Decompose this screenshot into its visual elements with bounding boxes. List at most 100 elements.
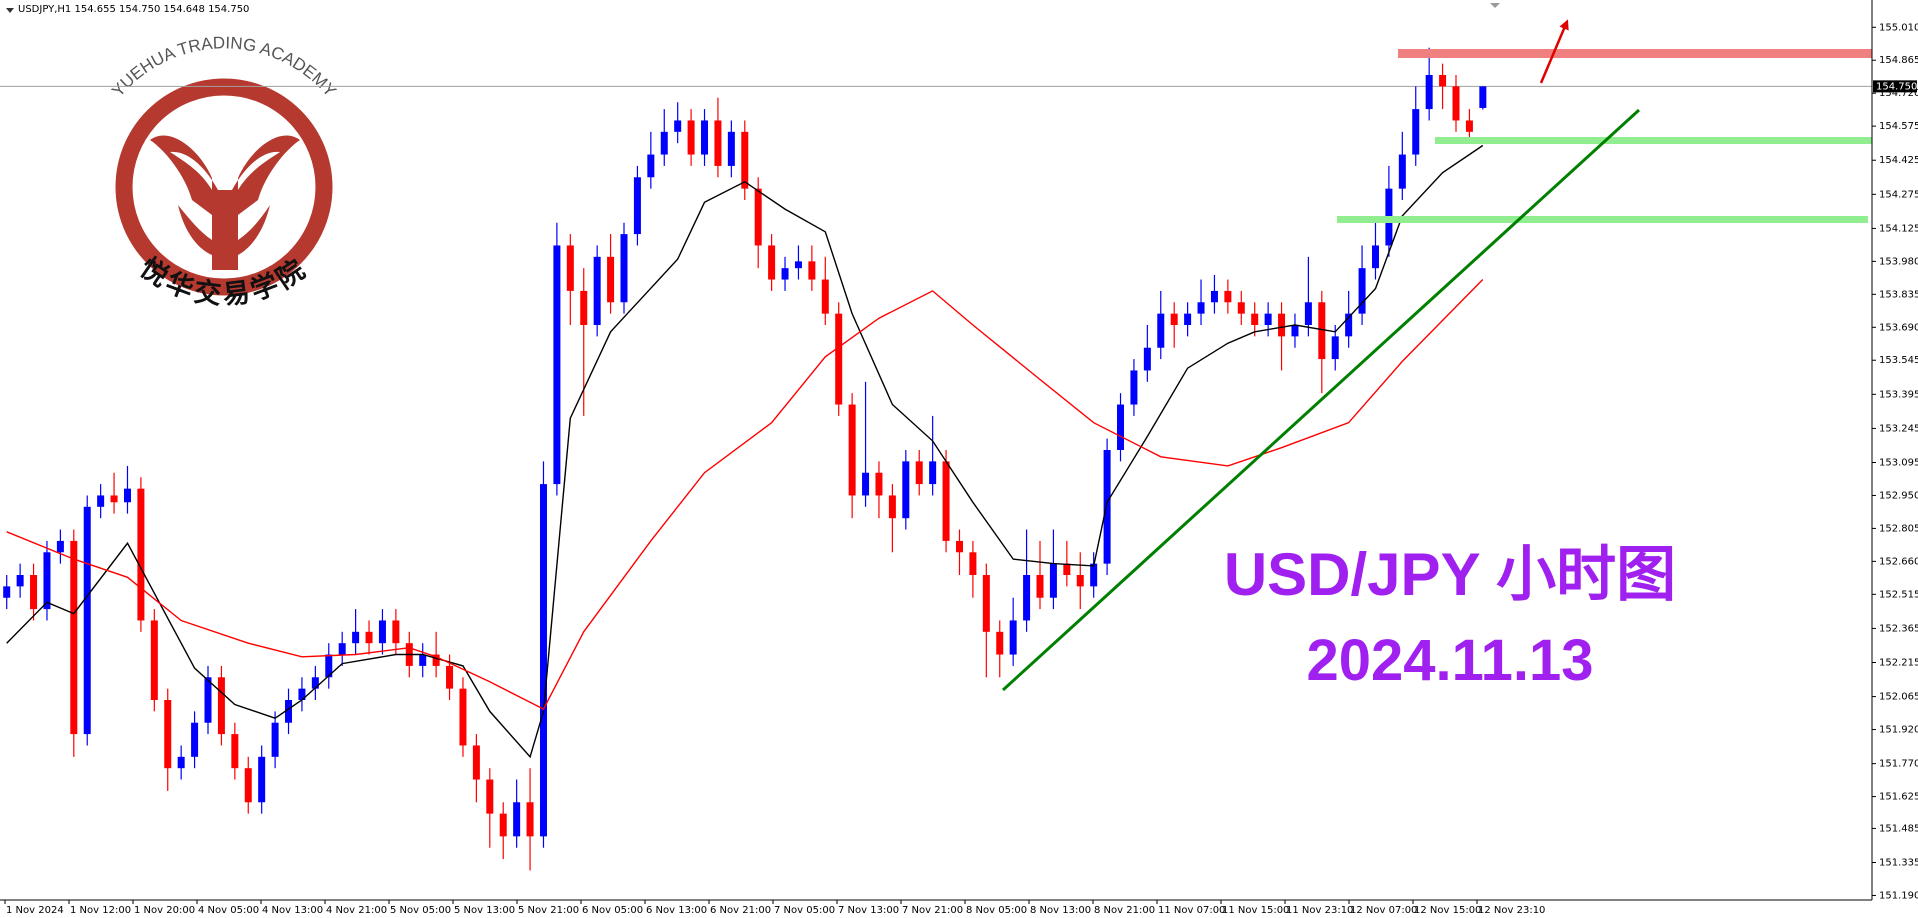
y-tick-label: 154.865 <box>1879 55 1918 66</box>
candle-body <box>768 245 776 280</box>
candle-body <box>929 461 937 485</box>
candle-body <box>701 120 709 155</box>
x-tick-label: 11 Nov 23:10 <box>1286 905 1353 916</box>
moving-average <box>6 279 1484 711</box>
x-tick-label: 11 Nov 07:00 <box>1158 905 1225 916</box>
candle-body <box>83 506 91 735</box>
candle-body <box>3 586 11 598</box>
candle-body <box>217 677 225 735</box>
x-tick-label: 6 Nov 05:00 <box>582 905 643 916</box>
candle-body <box>150 620 158 700</box>
candle-body <box>1465 120 1473 132</box>
candle-body <box>553 245 561 485</box>
candle-body <box>1439 75 1447 87</box>
y-tick-label: 152.950 <box>1879 490 1918 501</box>
candle-body <box>244 768 252 803</box>
candle-body <box>352 631 360 644</box>
y-tick-label: 154.720 <box>1879 88 1918 99</box>
candle-body <box>1063 563 1071 575</box>
candle-body <box>821 279 829 314</box>
candle-body <box>942 461 950 541</box>
y-tick-label: 154.275 <box>1879 189 1918 200</box>
candle-body <box>1291 325 1299 337</box>
y-tick-label: 151.920 <box>1879 725 1918 736</box>
candle-body <box>1264 313 1272 325</box>
candle-body <box>258 756 266 803</box>
candle-body <box>325 654 333 678</box>
trend-line <box>1001 108 1641 692</box>
candle-body <box>392 620 400 644</box>
candle-body <box>633 177 641 235</box>
y-tick-label: 151.335 <box>1879 858 1918 869</box>
candle-body <box>875 472 883 496</box>
candle-body <box>607 256 615 303</box>
last-price-box <box>1873 80 1917 93</box>
plot <box>0 47 1872 871</box>
candle-body <box>1304 302 1312 325</box>
candle-body <box>204 677 212 723</box>
candle-body <box>982 575 990 632</box>
candle-body <box>1036 575 1044 598</box>
candle-body <box>338 643 346 655</box>
last-price-label: 154.750 <box>1876 81 1917 92</box>
candle-body <box>526 802 534 837</box>
header: USDJPY,H1 154.655 154.750 154.648 154.75… <box>18 4 249 15</box>
x-tick-label: 1 Nov 20:00 <box>134 905 195 916</box>
candle-body <box>754 188 762 246</box>
x-tick-label: 6 Nov 21:00 <box>710 905 771 916</box>
candle-body <box>727 131 735 166</box>
candle-body <box>1318 302 1326 360</box>
x-tick-label: 12 Nov 23:10 <box>1478 905 1545 916</box>
candle-body <box>835 313 843 405</box>
x-tick-label: 8 Nov 21:00 <box>1094 905 1155 916</box>
y-tick-label: 151.190 <box>1879 890 1918 901</box>
candle-body <box>620 234 628 303</box>
candle-body <box>513 802 521 837</box>
x-tick-label: 4 Nov 21:00 <box>326 905 387 916</box>
candle-body <box>1130 370 1138 405</box>
candle-body <box>848 404 856 496</box>
candle-body <box>1224 290 1232 303</box>
candle-body <box>888 495 896 519</box>
x-tick-label: 5 Nov 21:00 <box>518 905 579 916</box>
y-tick-label: 153.245 <box>1879 423 1918 434</box>
y-tick-label: 154.425 <box>1879 155 1918 166</box>
candle-body <box>1049 563 1057 598</box>
candle-body <box>486 779 494 814</box>
candle-body <box>566 245 574 291</box>
annotation-title: USD/JPY 小时图 <box>1224 541 1676 608</box>
logo-ring <box>115 78 333 296</box>
candle-body <box>432 654 440 666</box>
y-tick-label: 153.980 <box>1879 256 1918 267</box>
candle-body <box>1371 245 1379 269</box>
candle-body <box>123 488 131 503</box>
candle-body <box>969 552 977 575</box>
candle-body <box>1398 154 1406 189</box>
candle-body <box>110 495 118 503</box>
y-tick-label: 152.805 <box>1879 523 1918 534</box>
y-tick-label: 151.625 <box>1879 792 1918 803</box>
x-tick-label: 11 Nov 15:00 <box>1222 905 1289 916</box>
header-icon <box>6 8 14 13</box>
candle-body <box>177 756 185 769</box>
candle-body <box>97 495 105 507</box>
candle-body <box>1412 109 1420 155</box>
candle-body <box>298 688 306 700</box>
y-tick-label: 154.575 <box>1879 121 1918 132</box>
x-tick-label: 4 Nov 05:00 <box>198 905 259 916</box>
candle-body <box>1452 86 1460 121</box>
candle-body <box>1090 563 1098 587</box>
candle-body <box>30 575 38 610</box>
candle-body <box>660 131 668 155</box>
candle-body <box>647 154 655 178</box>
candle-body <box>285 700 293 723</box>
candle-body <box>1425 75 1433 110</box>
candle-body <box>1479 86 1487 108</box>
candle-body <box>1278 313 1286 337</box>
x-tick-label: 12 Nov 15:00 <box>1414 905 1481 916</box>
candle-body <box>580 290 588 325</box>
candle-body <box>1009 620 1017 655</box>
candle-body <box>687 120 695 155</box>
